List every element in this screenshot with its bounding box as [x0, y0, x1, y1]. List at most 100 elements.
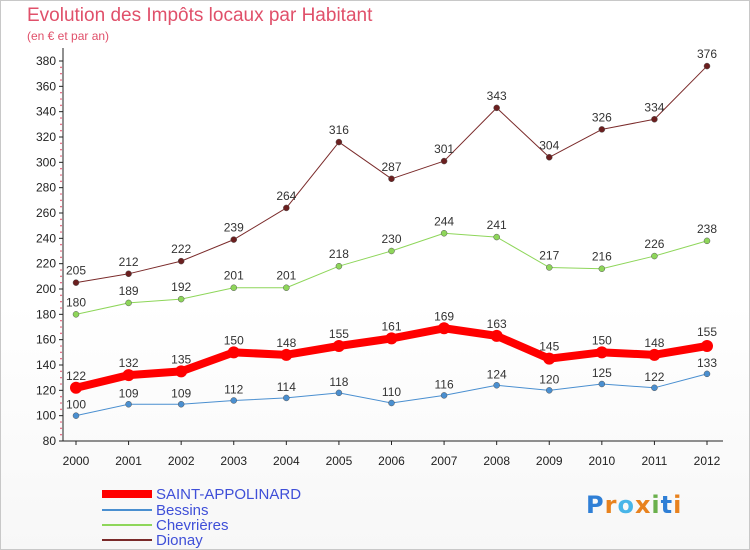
- data-point-saint-appolinard: [175, 365, 188, 378]
- data-point-saint-appolinard: [490, 329, 503, 342]
- y-minor-tick: [60, 72, 62, 75]
- data-label-saint-appolinard: 150: [224, 333, 244, 347]
- y-tick-label: 280: [36, 181, 56, 195]
- data-point-chevri-res: [598, 265, 606, 272]
- y-tick-label: 220: [36, 257, 56, 271]
- data-label-saint-appolinard: 135: [171, 352, 191, 366]
- data-label-dionay: 304: [539, 138, 559, 152]
- x-tick-label: 2011: [642, 454, 668, 468]
- data-point-chevri-res: [546, 264, 553, 271]
- chart-subtitle: (en € et par an): [27, 29, 110, 43]
- chart-title: Evolution des Impôts locaux par Habitant: [27, 5, 373, 26]
- data-label-dionay: 239: [224, 221, 244, 235]
- legend-label-saint-appolinard: SAINT-APPOLINARD: [156, 486, 301, 503]
- y-minor-tick: [60, 167, 62, 170]
- y-minor-tick: [60, 421, 62, 423]
- y-tick-label: 240: [36, 231, 56, 245]
- data-point-bessins: [703, 370, 711, 378]
- data-point-saint-appolinard: [227, 346, 240, 359]
- y-minor-tick: [60, 281, 62, 284]
- data-label-dionay: 222: [171, 242, 191, 256]
- data-label-bessins: 112: [224, 382, 243, 396]
- y-tick-label: 300: [36, 155, 56, 169]
- y-minor-tick: [60, 142, 62, 145]
- data-label-saint-appolinard: 155: [697, 325, 717, 339]
- data-label-chevri-res: 244: [434, 214, 454, 228]
- y-minor-tick: [60, 433, 62, 436]
- y-tick-label: 340: [36, 105, 56, 119]
- y-tick-label: 160: [36, 333, 56, 347]
- data-label-dionay: 212: [119, 255, 139, 269]
- data-label-dionay: 376: [697, 47, 717, 61]
- data-point-chevri-res: [388, 247, 395, 255]
- data-label-bessins: 118: [329, 375, 348, 389]
- y-tick-label: 180: [36, 307, 56, 321]
- x-tick-label: 2002: [168, 454, 195, 468]
- y-minor-tick: [60, 129, 62, 132]
- data-point-dionay: [546, 154, 553, 161]
- data-label-bessins: 110: [382, 385, 401, 399]
- data-point-chevri-res: [72, 311, 80, 318]
- data-point-saint-appolinard: [701, 340, 713, 352]
- legend-label-chevri-res: Chevrières: [156, 517, 229, 534]
- x-tick-label: 2007: [431, 454, 458, 468]
- y-minor-tick: [60, 98, 62, 100]
- data-label-chevri-res: 201: [224, 269, 244, 283]
- data-label-bessins: 109: [119, 386, 139, 400]
- y-minor-tick: [60, 180, 62, 183]
- y-minor-tick: [60, 193, 62, 195]
- y-minor-tick: [60, 294, 62, 297]
- data-point-saint-appolinard: [595, 346, 608, 359]
- y-minor-tick: [60, 383, 62, 385]
- data-label-chevri-res: 217: [539, 248, 559, 262]
- data-point-dionay: [440, 157, 448, 165]
- y-minor-tick: [60, 199, 62, 202]
- data-label-dionay: 316: [329, 123, 349, 137]
- y-tick-label: 80: [43, 434, 57, 448]
- y-minor-tick: [60, 319, 62, 322]
- x-tick-label: 2001: [115, 454, 142, 468]
- y-tick-label: 100: [36, 409, 56, 423]
- y-tick-label: 140: [36, 358, 56, 372]
- data-label-chevri-res: 189: [119, 284, 139, 298]
- data-label-saint-appolinard: 169: [434, 309, 454, 323]
- data-label-saint-appolinard: 148: [276, 336, 296, 350]
- data-point-chevri-res: [125, 299, 132, 307]
- data-point-chevri-res: [335, 262, 343, 270]
- y-minor-tick: [60, 408, 62, 411]
- logo-letter: i: [651, 491, 661, 519]
- y-minor-tick: [60, 243, 62, 246]
- data-label-dionay: 343: [487, 89, 507, 103]
- data-point-bessins: [388, 399, 395, 407]
- data-point-bessins: [283, 394, 290, 402]
- data-point-dionay: [335, 138, 343, 146]
- data-point-chevri-res: [493, 233, 500, 241]
- data-label-saint-appolinard: 150: [592, 333, 612, 347]
- data-label-bessins: 114: [277, 380, 296, 394]
- y-minor-tick: [60, 79, 62, 81]
- data-label-bessins: 133: [697, 356, 717, 370]
- y-tick-label: 120: [36, 383, 56, 397]
- logo-letter: r: [604, 491, 618, 519]
- data-label-chevri-res: 192: [171, 280, 191, 294]
- x-tick-label: 2003: [220, 454, 247, 468]
- data-label-dionay: 287: [381, 160, 401, 174]
- data-label-saint-appolinard: 148: [644, 336, 664, 350]
- y-minor-tick: [60, 66, 62, 69]
- data-label-bessins: 116: [435, 377, 454, 391]
- y-minor-tick: [60, 307, 62, 309]
- data-label-bessins: 122: [644, 370, 664, 384]
- data-point-bessins: [598, 380, 606, 388]
- data-point-dionay: [125, 270, 132, 278]
- y-minor-tick: [60, 332, 62, 335]
- y-minor-tick: [60, 104, 62, 107]
- data-label-chevri-res: 216: [592, 250, 612, 264]
- data-label-bessins: 124: [487, 367, 507, 381]
- legend-label-bessins: Bessins: [156, 502, 209, 519]
- data-point-bessins: [651, 384, 658, 392]
- data-point-dionay: [388, 175, 395, 183]
- data-point-dionay: [703, 62, 711, 70]
- x-tick-label: 2005: [326, 454, 353, 468]
- data-label-chevri-res: 201: [276, 269, 296, 283]
- y-minor-tick: [60, 117, 62, 119]
